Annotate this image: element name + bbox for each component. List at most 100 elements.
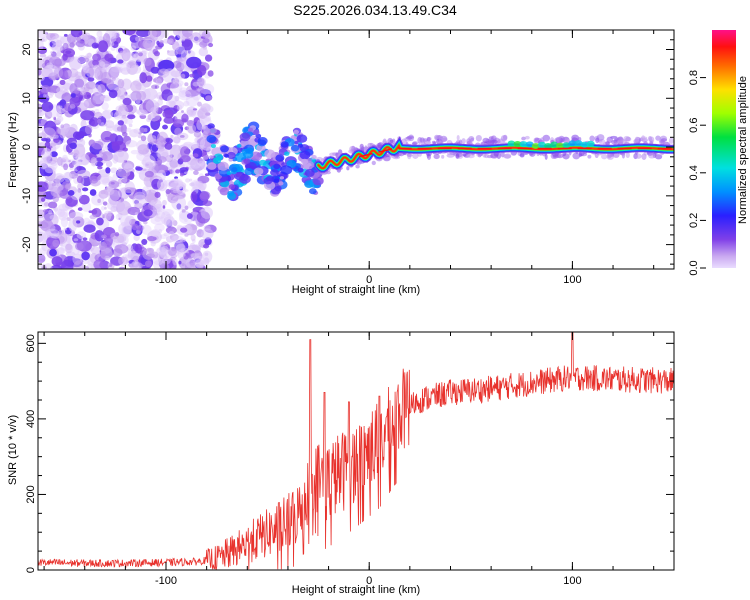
noise-blob xyxy=(59,127,73,137)
noise-blob xyxy=(122,30,136,36)
noise-blob xyxy=(129,261,143,269)
noise-blob xyxy=(102,201,108,206)
noise-blob xyxy=(77,54,87,64)
noise-blob xyxy=(38,254,46,264)
noise-blob xyxy=(59,79,66,86)
halo-blob xyxy=(392,138,396,145)
halo-blob xyxy=(625,136,632,142)
noise-blob xyxy=(136,109,141,114)
noise-blob xyxy=(179,87,188,94)
spectrogram-image xyxy=(38,30,674,269)
noise-blob xyxy=(83,217,91,223)
halo-blob xyxy=(635,153,642,159)
noise-blob xyxy=(162,208,174,216)
halo-blob xyxy=(655,135,661,141)
noise-blob xyxy=(139,114,147,120)
halo-blob xyxy=(441,154,445,159)
noise-blob xyxy=(56,86,67,95)
noise-blob xyxy=(188,165,195,171)
noise-blob xyxy=(151,84,160,90)
noise-blob xyxy=(40,197,46,202)
noise-blob xyxy=(162,124,168,130)
halo-blob xyxy=(367,142,373,148)
noise-blob xyxy=(157,169,167,181)
noise-blob xyxy=(140,135,147,142)
halo-blob xyxy=(433,154,440,160)
noise-blob xyxy=(50,264,63,269)
noise-blob xyxy=(89,117,99,127)
noise-blob xyxy=(178,255,194,269)
line-blob xyxy=(513,140,522,147)
noise-blob xyxy=(78,32,83,36)
noise-blob xyxy=(49,91,55,96)
noise-blob xyxy=(122,135,132,145)
noise-blob xyxy=(44,166,55,174)
noise-blob xyxy=(100,206,106,211)
noise-blob xyxy=(143,57,152,67)
noise-blob xyxy=(42,209,49,213)
noise-blob xyxy=(179,238,187,243)
noise-blob xyxy=(58,105,63,109)
noise-blob xyxy=(54,44,65,52)
noise-blob xyxy=(75,40,86,48)
noise-blob xyxy=(176,104,183,111)
noise-blob xyxy=(186,213,193,220)
noise-blob xyxy=(70,93,76,98)
scatter-blob xyxy=(280,165,293,175)
noise-blob xyxy=(196,157,206,166)
noise-blob xyxy=(141,238,148,246)
scatter-blob xyxy=(236,143,242,148)
noise-blob xyxy=(187,200,195,209)
noise-blob xyxy=(130,80,142,93)
noise-blob xyxy=(41,137,48,142)
noise-blob xyxy=(141,224,152,235)
noise-blob xyxy=(44,141,51,148)
halo-blob xyxy=(446,153,455,158)
noise-blob xyxy=(76,220,81,224)
scatter-blob xyxy=(299,150,311,160)
noise-blob xyxy=(122,97,132,106)
noise-blob xyxy=(118,217,121,220)
scatter-blob xyxy=(294,140,299,145)
noise-blob xyxy=(156,40,160,46)
halo-blob xyxy=(412,141,418,145)
noise-blob xyxy=(62,139,66,144)
noise-blob xyxy=(138,52,143,57)
halo-blob xyxy=(589,135,595,142)
y-tick-label: -10 xyxy=(21,188,33,204)
noise-blob xyxy=(134,243,143,254)
noise-blob xyxy=(122,131,128,137)
noise-blob xyxy=(184,247,189,253)
y-tick-label: 10 xyxy=(21,92,33,104)
scatter-blob xyxy=(252,129,260,135)
noise-blob xyxy=(43,93,47,98)
noise-blob xyxy=(58,211,69,221)
noise-blob xyxy=(179,173,184,177)
noise-blob xyxy=(162,109,174,119)
scatter-blob xyxy=(274,185,282,192)
halo-blob xyxy=(595,137,600,144)
noise-blob xyxy=(171,195,187,211)
halo-blob xyxy=(668,137,674,144)
noise-blob xyxy=(56,50,62,57)
noise-blob xyxy=(52,239,60,248)
noise-blob xyxy=(63,33,68,37)
noise-blob xyxy=(55,118,62,124)
y-tick-label: -20 xyxy=(21,237,33,253)
halo-blob xyxy=(572,152,581,160)
noise-blob xyxy=(141,171,146,176)
noise-blob xyxy=(108,189,121,202)
noise-blob xyxy=(178,209,190,220)
noise-blob xyxy=(137,109,148,116)
noise-blob xyxy=(47,179,59,192)
noise-blob xyxy=(136,30,151,38)
noise-blob xyxy=(65,243,73,251)
noise-blob xyxy=(71,72,76,77)
scatter-blob xyxy=(231,167,238,173)
scatter-blob xyxy=(273,163,281,170)
noise-blob xyxy=(61,259,74,269)
halo-blob xyxy=(519,152,525,158)
noise-blob xyxy=(180,73,186,79)
noise-blob xyxy=(87,77,95,82)
scatter-blob xyxy=(297,143,304,148)
